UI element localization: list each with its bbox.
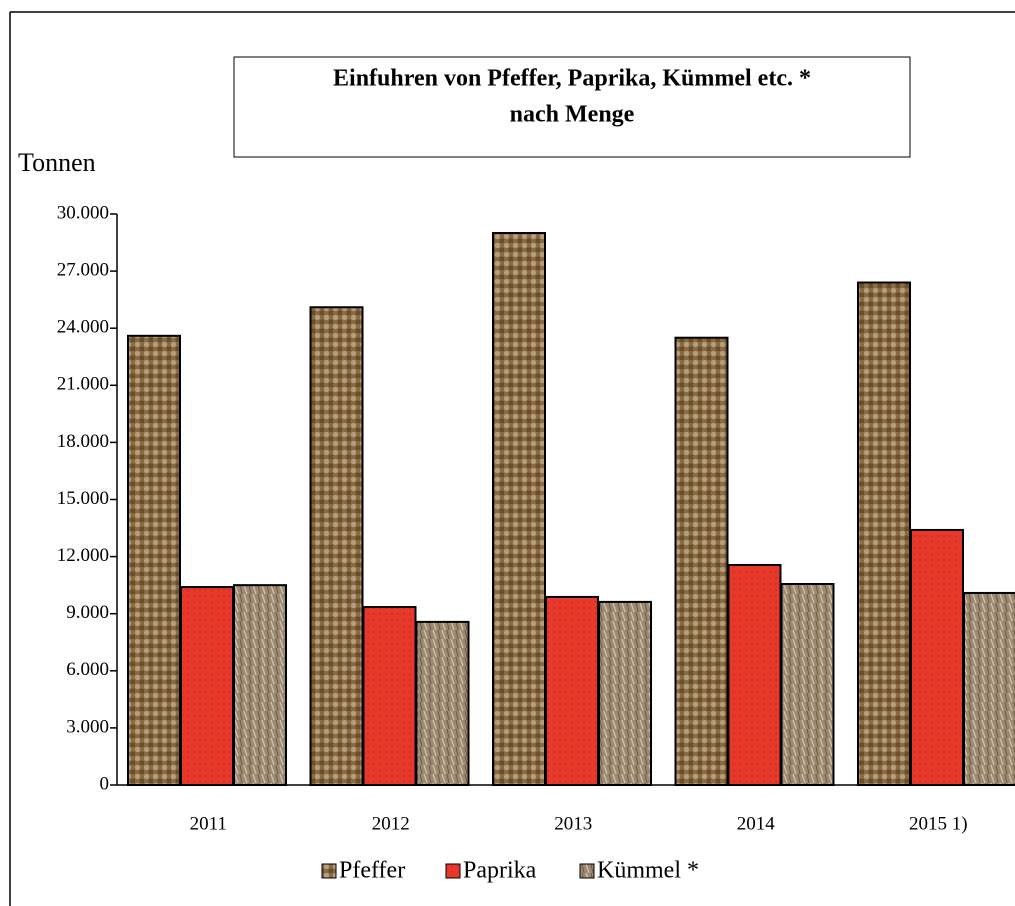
bar	[729, 565, 781, 785]
x-tick-label: 2013	[554, 813, 592, 834]
y-tick-label: 30.000	[57, 202, 109, 223]
y-tick-label: 9.000	[66, 602, 109, 623]
y-tick-label: 21.000	[57, 374, 109, 395]
y-tick-label: 27.000	[57, 259, 109, 280]
bar	[128, 336, 180, 785]
bar	[546, 597, 598, 785]
chart-subtitle: nach Menge	[510, 102, 635, 128]
y-tick-label: 24.000	[57, 317, 109, 338]
legend-label: Kümmel *	[597, 858, 699, 884]
bar	[782, 584, 834, 785]
y-tick-label: 3.000	[66, 716, 109, 737]
y-tick-label: 12.000	[57, 545, 109, 566]
y-axis-label: Tonnen	[18, 148, 96, 177]
chart: Einfuhren von Pfeffer, Paprika, Kümmel e…	[0, 0, 1015, 906]
bar	[364, 607, 416, 785]
x-tick-label: 2014	[737, 813, 776, 834]
bar	[311, 307, 363, 785]
y-tick-label: 6.000	[66, 659, 109, 680]
x-tick-label: 2015 1)	[909, 813, 968, 834]
legend-swatch	[446, 864, 460, 878]
bar	[911, 530, 963, 785]
bar	[599, 602, 651, 785]
y-tick-label: 0	[100, 773, 110, 794]
bar	[858, 283, 910, 785]
y-tick-label: 18.000	[57, 431, 109, 452]
chart-title: Einfuhren von Pfeffer, Paprika, Kümmel e…	[333, 66, 811, 92]
bar	[181, 587, 233, 785]
bar	[964, 593, 1015, 785]
legend-label: Paprika	[463, 858, 537, 884]
legend-swatch	[322, 864, 336, 878]
y-tick-label: 15.000	[57, 488, 109, 509]
bar	[676, 338, 728, 785]
legend-swatch	[580, 864, 594, 878]
x-tick-label: 2011	[190, 813, 227, 834]
bar	[234, 585, 286, 785]
bar	[493, 233, 545, 785]
bar	[417, 622, 469, 785]
x-tick-label: 2012	[372, 813, 410, 834]
legend-label: Pfeffer	[339, 858, 405, 884]
